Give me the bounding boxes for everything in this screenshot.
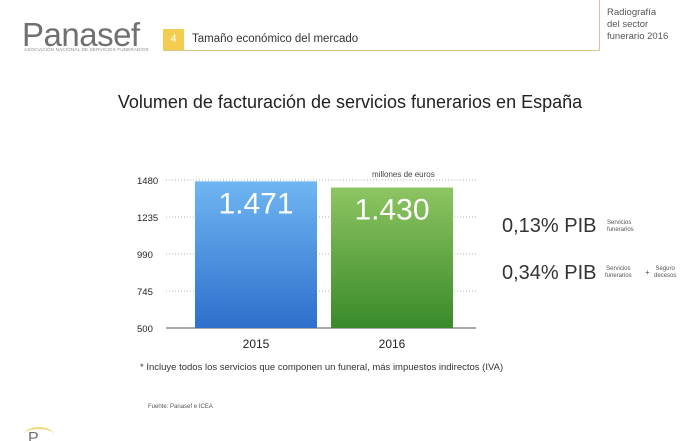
footnote: * Incluye todos los servicios que compon… — [140, 362, 504, 373]
pib-note-2b: Seguro decesos — [654, 266, 676, 280]
report-label-line-3: funerario 2016 — [607, 31, 669, 42]
pib-note-2b-line-1: Seguro — [655, 266, 675, 272]
chart-title: Volumen de facturación de servicios fune… — [117, 92, 583, 112]
unit-label: millones de euros — [372, 170, 435, 179]
pib-value-1: 0,13% PIB — [502, 215, 597, 237]
pib-note-2a-line-2: funerarios — [605, 273, 632, 279]
footer-logo: P — [24, 427, 64, 441]
bar-2015 — [195, 181, 317, 328]
bar-value-label: 1.430 — [354, 194, 429, 227]
header-divider — [163, 50, 599, 51]
footer-logo-letter: P — [28, 430, 39, 441]
panasef-logo: Panasef ASOCIACIÓN NACIONAL DE SERVICIOS… — [22, 0, 152, 60]
x-category-label: 2016 — [379, 337, 406, 351]
x-category-label: 2015 — [243, 337, 270, 351]
logo-wordmark: Panasef — [22, 16, 140, 53]
report-label-line-2: del sector — [607, 19, 649, 30]
pib-note-1: Servicios funerarios — [607, 220, 634, 234]
section-title: Tamaño económico del mercado — [192, 33, 359, 45]
pib-note-2a-line-1: Servicios — [606, 266, 631, 272]
section-number: 4 — [163, 29, 184, 50]
y-tick-label: 1235 — [137, 213, 158, 224]
bar-value-label: 1.471 — [218, 187, 293, 220]
report-label: Radiografía del sector funerario 2016 — [607, 7, 668, 43]
footer-logo-arc — [24, 427, 54, 441]
pib-value-2: 0,34% PIB — [502, 262, 597, 284]
y-tick-label: 500 — [137, 324, 153, 335]
pib-note-2b-line-2: decesos — [654, 273, 677, 279]
side-divider — [599, 0, 600, 51]
y-tick-label: 990 — [137, 250, 153, 261]
pib-note-1-line-1: Servicios — [607, 220, 632, 226]
report-label-line-1: Radiografía — [607, 7, 657, 18]
y-tick-label: 1480 — [137, 176, 158, 187]
pib-note-1-line-2: funerarios — [607, 227, 634, 233]
plus-sign: + — [645, 268, 650, 277]
pib-note-2a: Servicios funerarios — [605, 266, 632, 280]
logo-subtitle: ASOCIACIÓN NACIONAL DE SERVICIOS FUNERAR… — [24, 47, 149, 52]
source-note: Fuente: Panasef e ICEA — [148, 404, 213, 410]
y-tick-label: 745 — [137, 287, 153, 298]
bar-2016 — [331, 187, 453, 328]
